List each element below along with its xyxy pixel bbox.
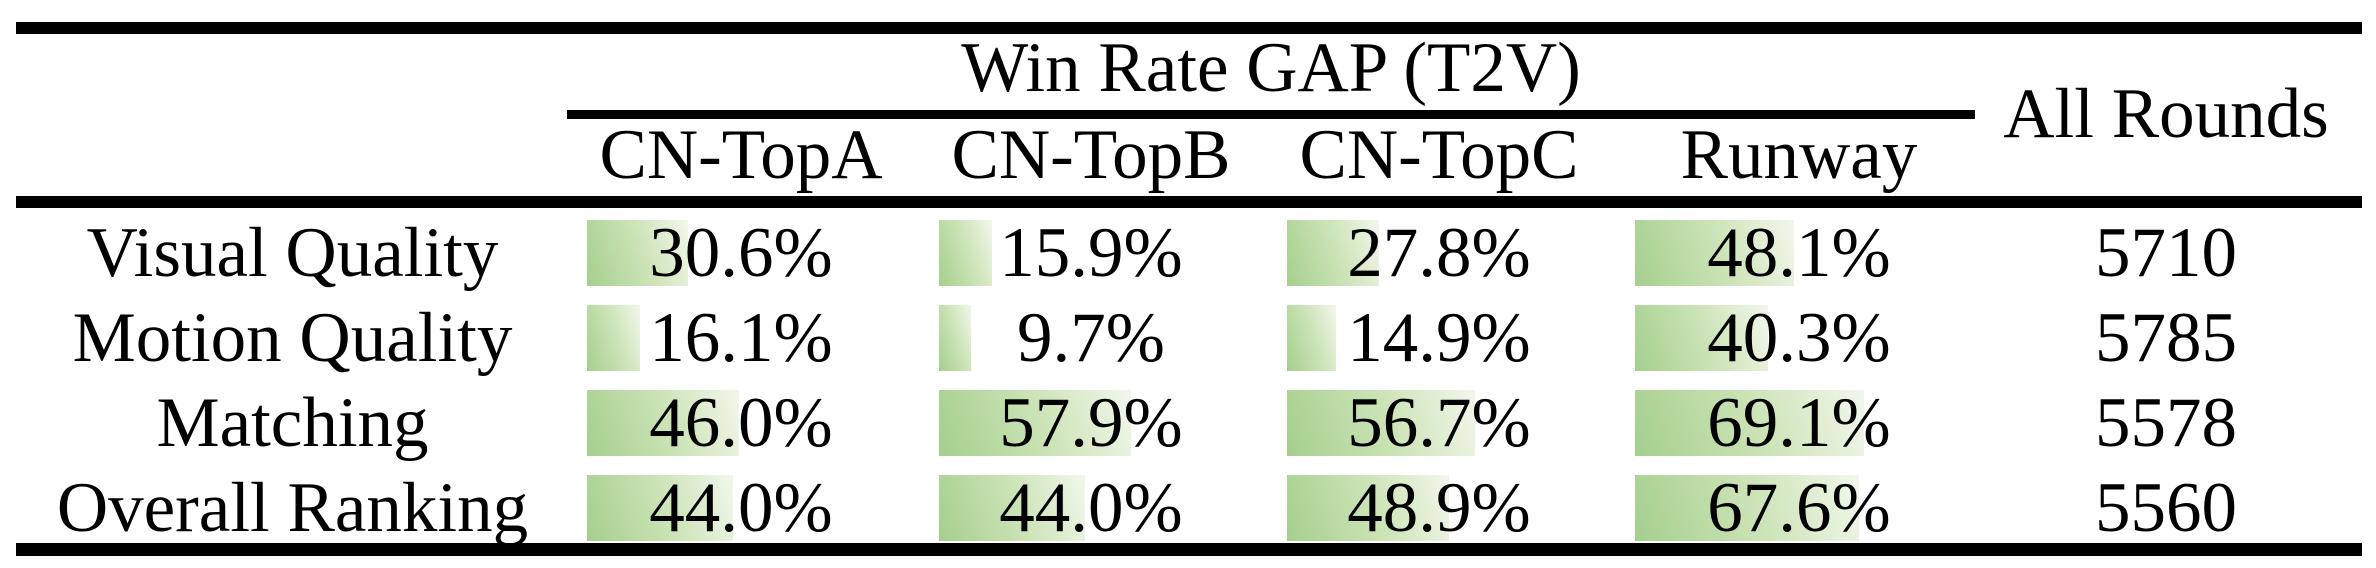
value-cell: 9.7%	[917, 295, 1265, 381]
table-row: Motion Quality 16.1% 9.7% 14.9% 40.3% 57	[0, 295, 2376, 381]
win-rate-bar-track	[1635, 390, 1966, 456]
win-rate-bar	[939, 475, 1085, 541]
win-rate-bar	[1635, 390, 1864, 456]
win-rate-bar	[1287, 305, 1337, 371]
column-header-runway: Runway	[1680, 115, 1918, 194]
win-rate-bar-track	[939, 220, 1270, 286]
value-cell: 44.0%	[565, 465, 917, 551]
table-row: Matching 46.0% 57.9% 56.7% 69.1% 5578	[0, 380, 2376, 466]
win-rate-bar-track	[587, 475, 918, 541]
value-cell: 46.0%	[565, 380, 917, 466]
column-header-cn-topa: CN-TopA	[599, 115, 883, 194]
table-row: Overall Ranking 44.0% 44.0% 48.9% 67.6%	[0, 465, 2376, 551]
win-rate-value: 44.0%	[999, 468, 1183, 547]
win-rate-value: 69.1%	[1707, 383, 1891, 462]
win-rate-bar	[587, 390, 740, 456]
win-rate-value: 48.1%	[1707, 213, 1891, 292]
value-cell: 56.7%	[1265, 380, 1613, 466]
value-cell: 27.8%	[1265, 210, 1613, 296]
all-rounds-value: 5578	[2095, 383, 2237, 462]
win-rate-value: 48.9%	[1347, 468, 1531, 547]
win-rate-value: 40.3%	[1707, 298, 1891, 377]
value-cell: 48.1%	[1613, 210, 1985, 296]
value-cell: 67.6%	[1613, 465, 1985, 551]
row-label: Overall Ranking	[56, 468, 529, 547]
win-rate-bar-track	[1635, 220, 1966, 286]
win-rate-bar	[939, 305, 972, 371]
win-rate-bar-track	[1287, 475, 1618, 541]
win-rate-bar	[1635, 220, 1795, 286]
value-cell: 48.9%	[1265, 465, 1613, 551]
group-header-underline	[567, 110, 1975, 119]
win-rate-value: 27.8%	[1347, 213, 1531, 292]
win-rate-value: 30.6%	[649, 213, 833, 292]
win-rate-bar	[587, 220, 689, 286]
win-rate-bar-track	[587, 220, 918, 286]
win-rate-value: 56.7%	[1347, 383, 1531, 462]
top-rule	[16, 22, 2362, 34]
all-rounds-value: 5710	[2095, 213, 2237, 292]
value-cell: 30.6%	[565, 210, 917, 296]
win-rate-bar-track	[1635, 475, 1966, 541]
win-rate-bar	[1635, 305, 1769, 371]
win-rate-bar	[1287, 390, 1475, 456]
value-cell: 57.9%	[917, 380, 1265, 466]
win-rate-bar	[939, 390, 1131, 456]
win-rate-bar-track	[939, 475, 1270, 541]
win-rate-bar-track	[1287, 305, 1618, 371]
all-rounds-value: 5785	[2095, 298, 2237, 377]
column-header-cn-topc: CN-TopC	[1299, 115, 1579, 194]
value-cell: 15.9%	[917, 210, 1265, 296]
win-rate-value: 16.1%	[649, 298, 833, 377]
win-rate-bar	[1635, 475, 1859, 541]
value-cell: 69.1%	[1613, 380, 1985, 466]
win-rate-bar	[939, 220, 992, 286]
column-header-cn-topb: CN-TopB	[951, 115, 1231, 194]
value-cell: 14.9%	[1265, 295, 1613, 381]
win-rate-value: 9.7%	[1017, 298, 1165, 377]
table-row: Visual Quality 30.6% 15.9% 27.8% 48.1% 5	[0, 210, 2376, 296]
win-rate-value: 15.9%	[999, 213, 1183, 292]
value-cell: 16.1%	[565, 295, 917, 381]
win-rate-value: 67.6%	[1707, 468, 1891, 547]
win-rate-value: 46.0%	[649, 383, 833, 462]
win-rate-bar	[587, 475, 733, 541]
win-rate-bar-track	[939, 390, 1270, 456]
win-rate-bar-track	[1287, 390, 1618, 456]
group-header-title: Win Rate GAP (T2V)	[961, 28, 1581, 107]
win-rate-value: 14.9%	[1347, 298, 1531, 377]
row-label: Visual Quality	[86, 213, 499, 292]
win-rate-bar-track	[587, 305, 918, 371]
header-body-rule	[16, 196, 2362, 208]
win-rate-bar	[1287, 220, 1380, 286]
all-rounds-value: 5560	[2095, 468, 2237, 547]
value-cell: 40.3%	[1613, 295, 1985, 381]
bottom-rule	[16, 543, 2362, 556]
win-rate-bar-track	[1635, 305, 1966, 371]
win-rate-bar	[587, 305, 641, 371]
win-rate-bar-track	[1287, 220, 1618, 286]
win-rate-bar-track	[939, 305, 1270, 371]
row-label: Matching	[156, 383, 429, 462]
value-cell: 44.0%	[917, 465, 1265, 551]
win-rate-value: 57.9%	[999, 383, 1183, 462]
win-rate-value: 44.0%	[649, 468, 833, 547]
row-label: Motion Quality	[72, 298, 513, 377]
win-rate-bar	[1287, 475, 1449, 541]
win-rate-bar-track	[587, 390, 918, 456]
column-header-all-rounds: All Rounds	[2003, 74, 2329, 153]
